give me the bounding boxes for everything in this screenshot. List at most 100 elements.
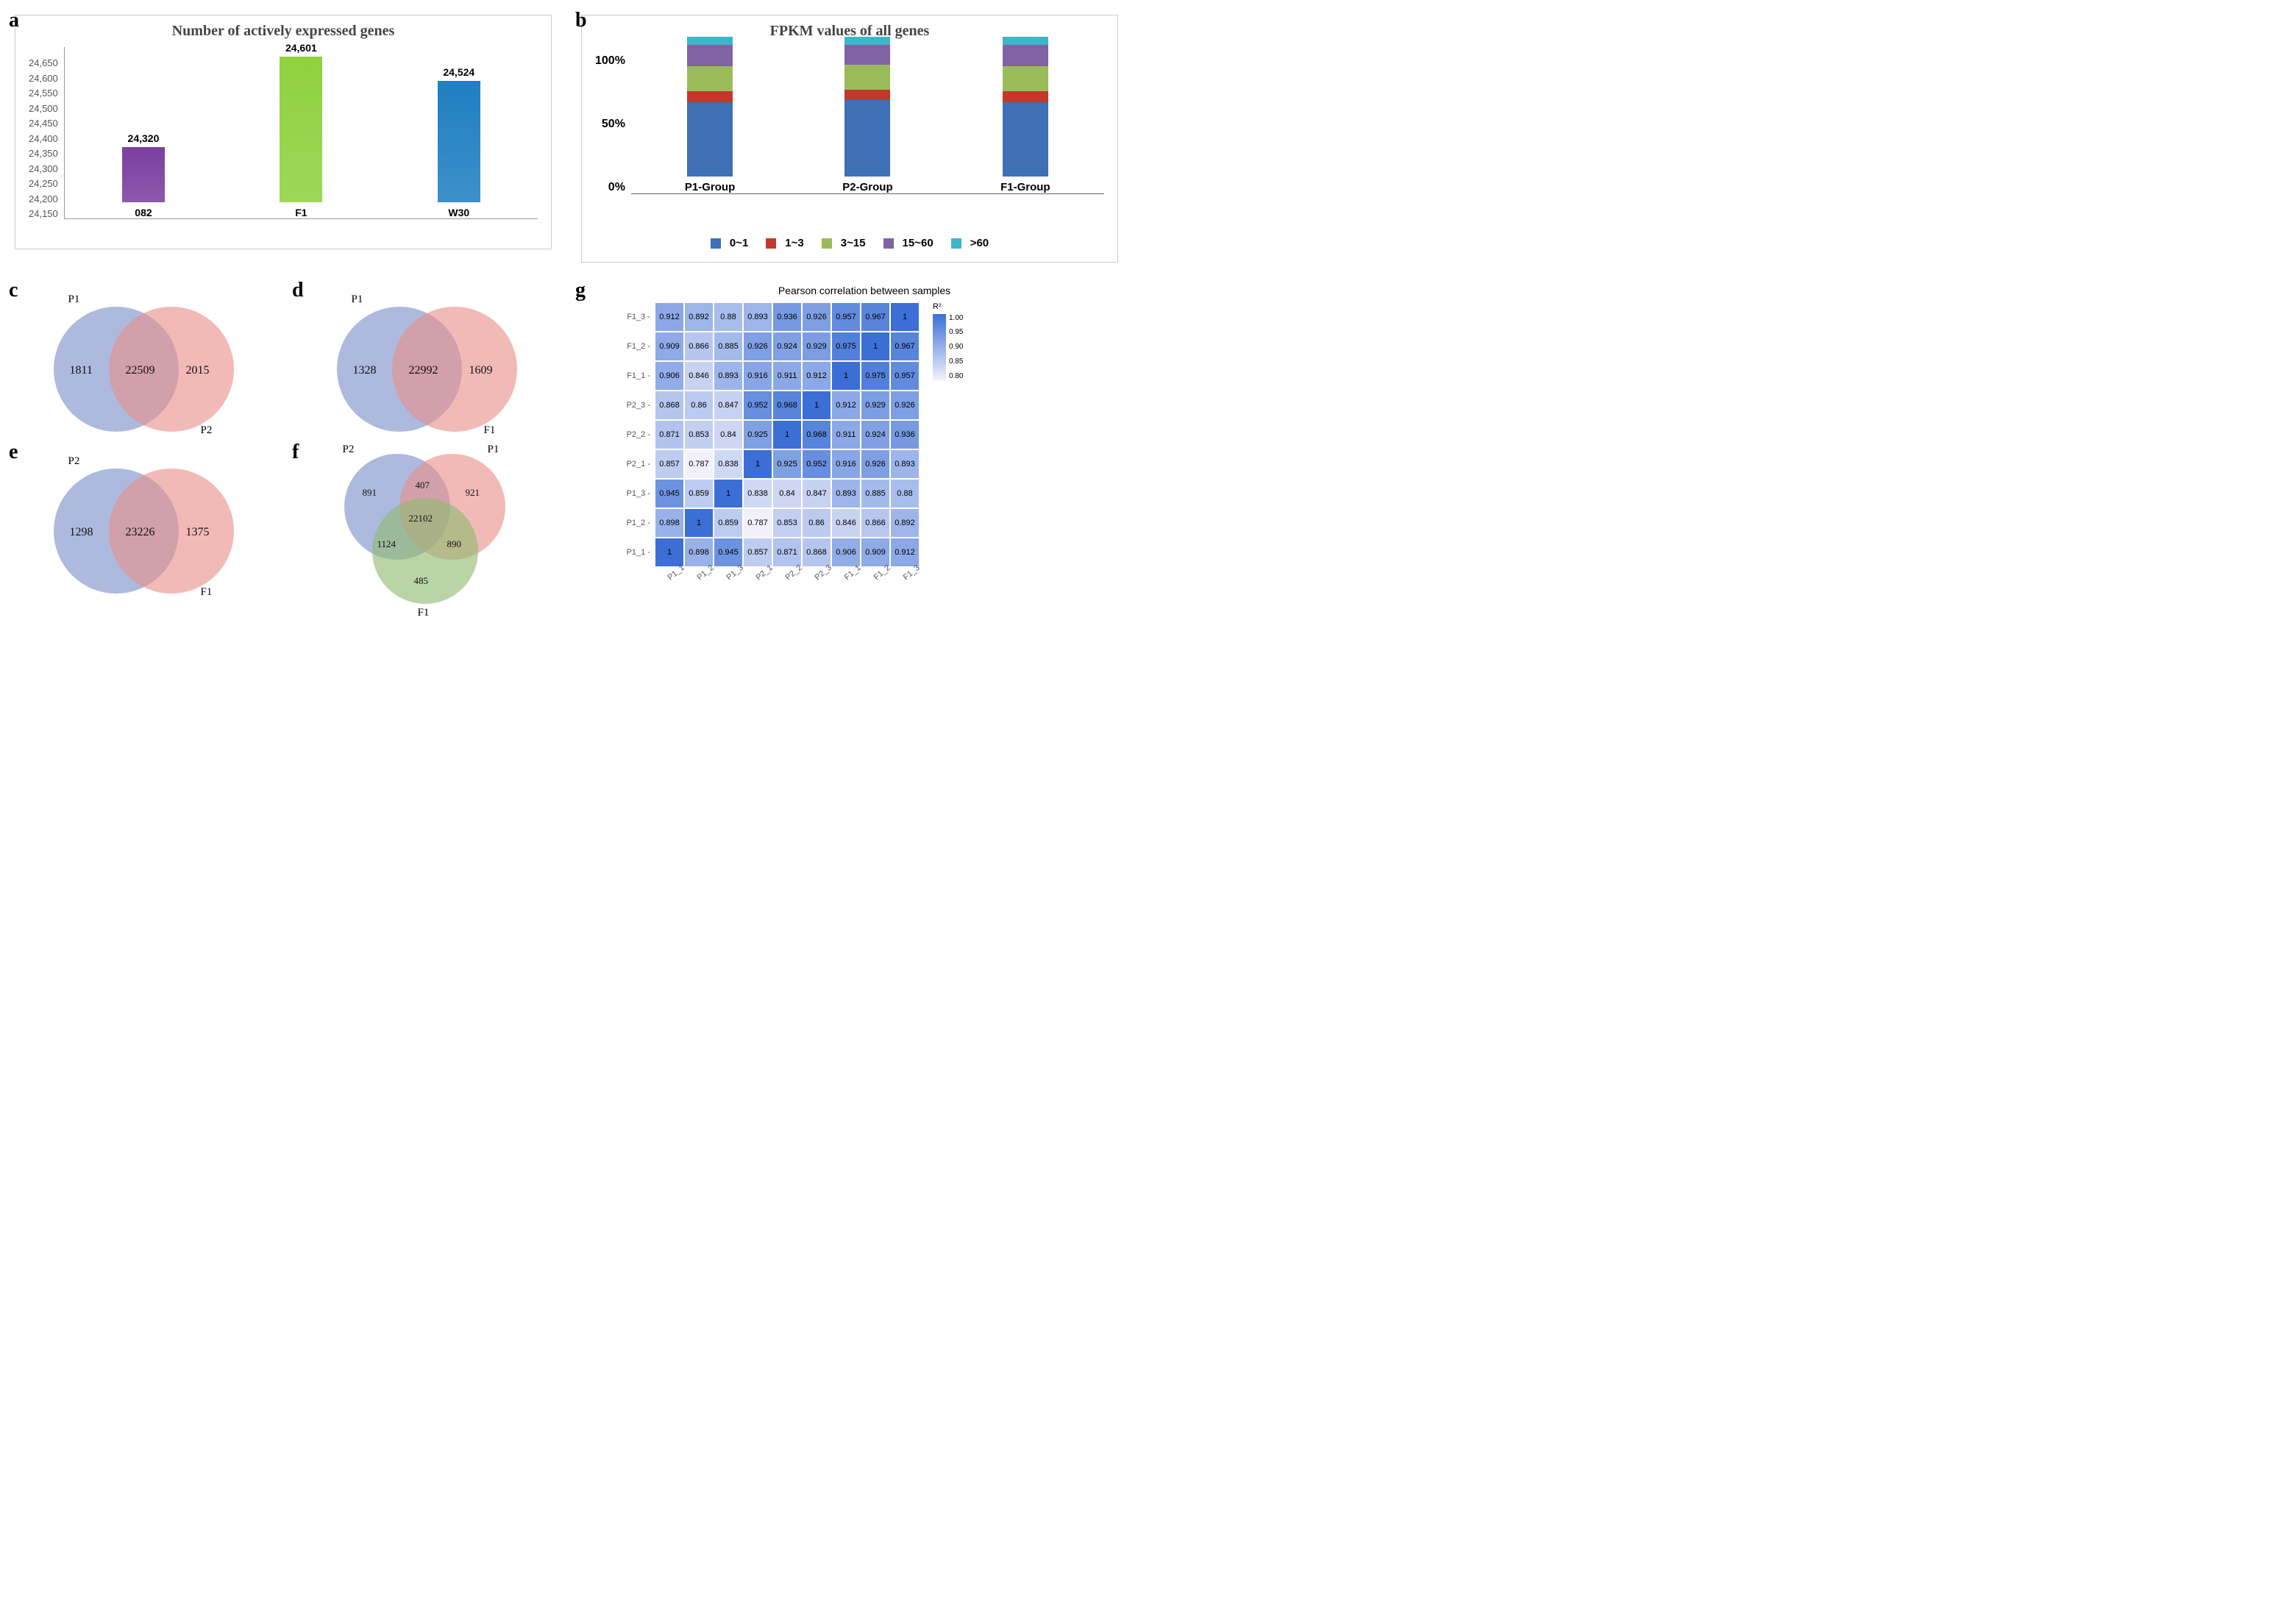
heatmap-cell: 0.952: [743, 391, 772, 420]
heatmap-cell: 0.924: [772, 332, 802, 361]
venn-intersection: 22992: [409, 364, 438, 377]
panel-f: f P2P1F1891921407221021124890485: [298, 446, 552, 616]
heatmap-legend-title: R²: [933, 302, 963, 311]
stacked-segment: [1003, 66, 1048, 91]
heatmap-cell: 0.846: [684, 361, 714, 391]
legend-item: 3~15: [817, 237, 870, 249]
y-tick: 0%: [595, 181, 625, 194]
heatmap-cell: 0.88: [714, 302, 743, 332]
venn-e-diagram: P2F11298232261375: [39, 461, 245, 594]
heatmap-cell: 1: [831, 361, 861, 391]
panel-c: c P1P21811225092015: [15, 285, 269, 432]
legend-item: >60: [947, 237, 993, 249]
y-tick: 24,600: [29, 73, 58, 84]
y-tick: 24,500: [29, 103, 58, 114]
heatmap-cell: 0.912: [802, 361, 831, 391]
heatmap-cell: 0.84: [772, 479, 802, 508]
venn3-f1-only: 485: [414, 575, 429, 587]
heatmap-cell: 0.926: [802, 302, 831, 332]
heatmap-cell: 0.898: [684, 538, 714, 567]
heatmap-cell: 0.925: [772, 449, 802, 479]
heatmap-row-label: P1_3 -: [611, 479, 655, 508]
stacked-segment: [687, 45, 733, 66]
stacked-category-label: P2-Group: [842, 181, 892, 193]
heatmap-cell: 0.952: [802, 449, 831, 479]
heatmap-cell: 0.885: [714, 332, 743, 361]
heatmap-cell: 1: [772, 420, 802, 449]
venn-label-right: P2: [201, 424, 213, 437]
venn-label-right: F1: [484, 424, 496, 437]
y-tick: 24,400: [29, 133, 58, 144]
venn-left-only: 1328: [353, 364, 377, 377]
venn3-p1-only: 921: [466, 487, 480, 499]
legend-item: 0~1: [706, 237, 753, 249]
panel-a-label: a: [9, 9, 19, 32]
heatmap-cell: 0.912: [655, 302, 684, 332]
panel-g: g Pearson correlation between samples F1…: [581, 285, 1118, 616]
heatmap-cell: 0.926: [743, 332, 772, 361]
venn-block: c P1P21811225092015 d P1F11328229921609 …: [15, 285, 552, 616]
venn-label-left: P1: [352, 293, 363, 306]
heatmap-cell: 0.893: [714, 361, 743, 391]
y-tick: 24,350: [29, 148, 58, 159]
heatmap-wrap: Pearson correlation between samples F1_3…: [611, 285, 1118, 589]
stacked-segment: [844, 45, 890, 65]
heatmap-cell: 0.857: [743, 538, 772, 567]
stacked-category-label: F1-Group: [1000, 181, 1050, 193]
heatmap-cell: 0.968: [802, 420, 831, 449]
legend-text: 1~3: [785, 237, 803, 249]
heatmap-cell: 0.86: [684, 391, 714, 420]
y-tick: 50%: [595, 118, 625, 131]
bars-a: 24,32008224,601F124,524W30: [64, 47, 538, 219]
heatmap-legend-tick: 0.90: [949, 343, 963, 351]
heatmap-cell: 0.906: [831, 538, 861, 567]
heatmap-cell: 0.916: [831, 449, 861, 479]
y-tick: 24,150: [29, 208, 58, 219]
heatmap-cell: 1: [861, 332, 890, 361]
y-tick: 24,250: [29, 178, 58, 189]
venn-right-only: 1375: [186, 526, 210, 539]
stacked-segment: [844, 90, 890, 99]
bar: [438, 81, 480, 202]
heatmap-cell: 0.916: [743, 361, 772, 391]
y-tick: 24,200: [29, 193, 58, 204]
stacked-segment: [1003, 91, 1048, 102]
heatmap-cell: 0.871: [655, 420, 684, 449]
heatmap-cell: 0.787: [743, 508, 772, 538]
heatmap-cell: 0.857: [655, 449, 684, 479]
panel-a-chart: Number of actively expressed genes 24,65…: [15, 15, 552, 249]
stacked-segment: [1003, 45, 1048, 66]
heatmap-cell: 0.967: [861, 302, 890, 332]
bar-value-label: 24,524: [443, 66, 474, 78]
heatmap-cell: 0.898: [655, 508, 684, 538]
panel-a: a Number of actively expressed genes 24,…: [15, 15, 552, 263]
heatmap-cell: 1: [802, 391, 831, 420]
venn-row-2: e P2F11298232261375 f P2P1F1891921407221…: [15, 446, 552, 616]
legend-swatch: [766, 238, 776, 249]
heatmap-cell: 0.936: [890, 420, 920, 449]
heatmap-legend-tick: 0.85: [949, 357, 963, 366]
heatmap-title: Pearson correlation between samples: [611, 285, 1118, 296]
panel-b: b FPKM values of all genes 100%50%0% P1-…: [581, 15, 1118, 263]
heatmap-cell: 1: [655, 538, 684, 567]
bar-category-label: 082: [135, 207, 152, 218]
heatmap-cell: 0.847: [802, 479, 831, 508]
venn-row-1: c P1P21811225092015 d P1F11328229921609: [15, 285, 552, 432]
y-tick: 24,450: [29, 118, 58, 129]
y-tick: 100%: [595, 54, 625, 68]
heatmap-cell: 0.892: [890, 508, 920, 538]
stacked-bar-group: P1-Group: [658, 37, 761, 193]
bar-group: 24,601F1: [240, 42, 363, 218]
heatmap-cell: 1: [684, 508, 714, 538]
y-axis-a: 24,65024,60024,55024,50024,45024,40024,3…: [29, 57, 64, 219]
venn-label-left: P1: [68, 293, 80, 306]
heatmap-row-label: P2_2 -: [611, 420, 655, 449]
venn-left-only: 1811: [70, 364, 93, 377]
heatmap-cell: 0.975: [831, 332, 861, 361]
legend-swatch: [883, 238, 894, 249]
legend-text: >60: [970, 237, 989, 249]
heatmap-cell: 0.859: [684, 479, 714, 508]
heatmap-cell: 0.911: [831, 420, 861, 449]
heatmap-cell: 0.957: [890, 361, 920, 391]
stacked-segment: [844, 100, 890, 177]
